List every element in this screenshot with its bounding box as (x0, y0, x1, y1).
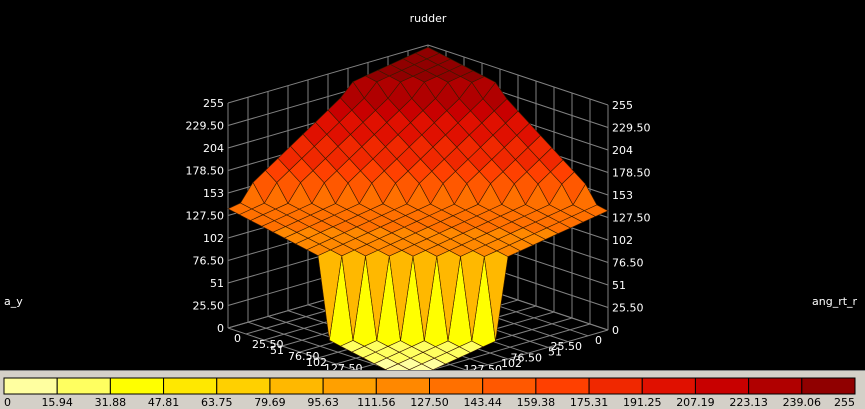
colorbar-swatch (695, 378, 748, 394)
y-tick-label: 0 (595, 334, 602, 347)
colorbar-swatch (270, 378, 323, 394)
z-tick-label-left: 204 (203, 142, 224, 155)
chart-title: rudder (410, 12, 447, 25)
x-tick-label: 0 (234, 332, 241, 345)
colorbar-tick-label: 15.94 (41, 396, 73, 409)
colorbar-tick-label: 175.31 (570, 396, 609, 409)
colorbar-swatch (536, 378, 589, 394)
z-tick-label-left: 102 (203, 232, 224, 245)
z-tick-label-right: 204 (612, 144, 633, 157)
colorbar-tick-label: 143.44 (463, 396, 502, 409)
colorbar-tick-label: 31.88 (95, 396, 127, 409)
x-axis-label: ang_rt_r (812, 295, 858, 308)
z-tick-label-left: 51 (210, 277, 224, 290)
z-tick-label-left: 153 (203, 187, 224, 200)
z-tick-label-right: 229.50 (612, 122, 651, 135)
z-tick-label-right: 255 (612, 99, 633, 112)
colorbar-legend: 0 15.94 31.88 47.81 63.75 79.69 95.63 111.56 127… (0, 370, 865, 409)
colorbar-swatches (4, 378, 855, 394)
z-tick-label-right: 76.50 (612, 257, 644, 270)
colorbar-swatch (589, 378, 642, 394)
colorbar-tick-label: 63.75 (201, 396, 233, 409)
z-tick-label-left: 25.50 (193, 300, 225, 313)
z-tick-label-right: 25.50 (612, 302, 644, 315)
y-tick-label: 51 (548, 346, 562, 359)
colorbar-tick-label: 223.13 (729, 396, 768, 409)
colorbar: 0 15.94 31.88 47.81 63.75 79.69 95.63 111.56 127… (0, 371, 865, 409)
colorbar-tick-label: 159.38 (517, 396, 556, 409)
colorbar-swatch (217, 378, 270, 394)
colorbar-tick-label: 95.63 (307, 396, 339, 409)
y-axis-label: a_y (4, 295, 23, 308)
z-tick-label-left: 178.50 (186, 165, 225, 178)
colorbar-swatch (323, 378, 376, 394)
colorbar-swatch (376, 378, 429, 394)
z-tick-label-right: 102 (612, 234, 633, 247)
colorbar-tick-label: 255 (834, 396, 855, 409)
colorbar-swatch (57, 378, 110, 394)
colorbar-labels: 0 15.94 31.88 47.81 63.75 79.69 95.63 111.56 127… (4, 396, 855, 409)
x-tick-label: 51 (270, 344, 284, 357)
colorbar-swatch (642, 378, 695, 394)
colorbar-tick-label: 239.06 (783, 396, 822, 409)
colorbar-swatch (483, 378, 536, 394)
z-tick-label-right: 153 (612, 189, 633, 202)
z-tick-label-right: 0 (612, 324, 619, 337)
colorbar-swatch (110, 378, 163, 394)
colorbar-swatch (4, 378, 57, 394)
z-tick-label-right: 178.50 (612, 167, 651, 180)
z-tick-label-left: 255 (203, 97, 224, 110)
z-tick-label-left: 229.50 (186, 120, 225, 133)
z-tick-label-left: 76.50 (193, 255, 225, 268)
colorbar-tick-label: 111.56 (357, 396, 396, 409)
colorbar-swatch (749, 378, 802, 394)
colorbar-swatch (164, 378, 217, 394)
colorbar-tick-label: 191.25 (623, 396, 662, 409)
colorbar-tick-label: 127.50 (410, 396, 449, 409)
y-tick-label: 102 (501, 357, 522, 370)
colorbar-tick-label: 207.19 (676, 396, 715, 409)
z-tick-label-right: 127.50 (612, 212, 651, 225)
colorbar-tick-label: 47.81 (148, 396, 180, 409)
colorbar-swatch (802, 378, 855, 394)
colorbar-swatch (430, 378, 483, 394)
z-tick-label-left: 127.50 (186, 210, 225, 223)
z-tick-label-right: 51 (612, 279, 626, 292)
colorbar-tick-label: 0 (4, 396, 11, 409)
colorbar-tick-label: 79.69 (254, 396, 286, 409)
z-tick-label-left: 0 (217, 322, 224, 335)
